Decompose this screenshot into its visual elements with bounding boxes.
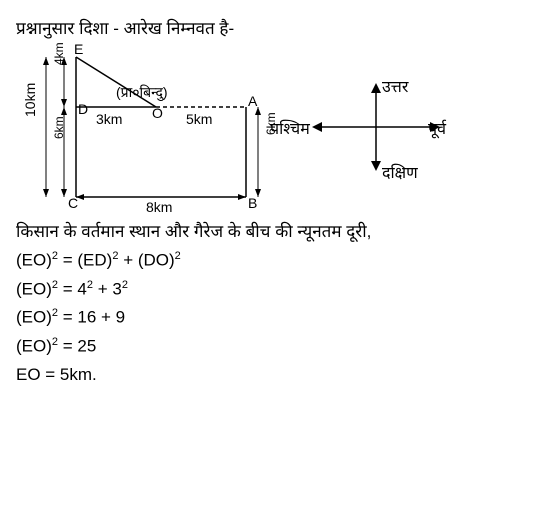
compass-east: पूर्व: [428, 117, 446, 139]
eq2-lhs: (EO): [16, 279, 52, 298]
eq-4: (EO)2 = 25: [16, 336, 536, 357]
eq2-a: 4: [77, 279, 86, 298]
compass-north: उत्तर: [382, 75, 408, 97]
point-e: E: [74, 41, 83, 57]
compass-south: दक्षिण: [382, 161, 418, 183]
eq-3: (EO)2 = 16 + 9: [16, 307, 536, 328]
diagram-row: E D O A B C (प्रा०बिन्दु) 10km 4km 6km 3…: [16, 47, 536, 207]
dist-4km: 4km: [52, 42, 66, 65]
eq3-lhs: (EO): [16, 308, 52, 327]
direction-diagram: E D O A B C (प्रा०बिन्दु) 10km 4km 6km 3…: [16, 47, 276, 207]
note-start: (प्रा०बिन्दु): [116, 83, 168, 102]
eq4-rhs: 25: [77, 337, 96, 356]
eq-5: EO = 5km.: [16, 365, 536, 385]
eq2-b: 3: [112, 279, 121, 298]
eq1-lhs: (EO): [16, 251, 52, 270]
point-a: A: [248, 93, 257, 109]
eq4-lhs: (EO): [16, 337, 52, 356]
dist-5km: 5km: [186, 111, 212, 127]
compass-west: पश्चिम: [270, 117, 310, 139]
dist-10km: 10km: [22, 83, 38, 117]
dist-8km: 8km: [146, 199, 172, 215]
heading: प्रश्नानुसार दिशा - आरेख निम्नवत है-: [16, 16, 536, 39]
eq1-r2: (DO): [138, 251, 175, 270]
point-o: O: [152, 105, 163, 121]
compass: उत्तर दक्षिण पूर्व पश्चिम: [296, 77, 456, 177]
dist-6km-left: 6km: [52, 116, 66, 139]
point-b: B: [248, 195, 257, 211]
eq-2: (EO)2 = 42 + 32: [16, 279, 536, 300]
eq-1: (EO)2 = (ED)2 + (DO)2: [16, 250, 536, 271]
point-c: C: [68, 195, 78, 211]
prompt: किसान के वर्तमान स्थान और गैरेज के बीच क…: [16, 219, 536, 242]
dist-3km: 3km: [96, 111, 122, 127]
point-d: D: [78, 101, 88, 117]
eq1-r1: (ED): [77, 251, 112, 270]
eq3-rhs: 16 + 9: [77, 308, 125, 327]
